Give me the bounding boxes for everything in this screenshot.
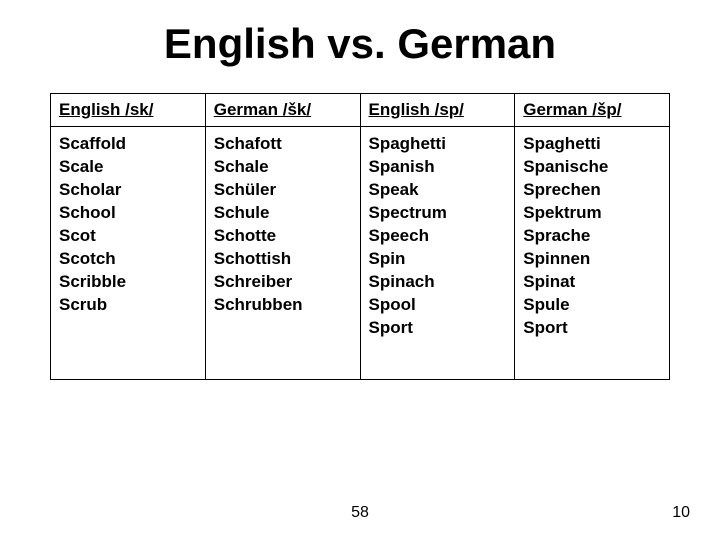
cell-german-sp: SpaghettiSpanischeSprechenSpektrumSprach… — [515, 127, 670, 380]
col-header-english-sp: English /sp/ — [360, 94, 515, 127]
page-number-right: 10 — [672, 504, 690, 522]
comparison-table: English /sk/ German /šk/ English /sp/ Ge… — [50, 93, 670, 380]
col-header-german-sp: German /šp/ — [515, 94, 670, 127]
page-number-center: 58 — [0, 504, 720, 522]
cell-english-sp: SpaghettiSpanishSpeakSpectrumSpeechSpinS… — [360, 127, 515, 380]
cell-german-sk: SchafottSchaleSchülerSchuleSchotteSchott… — [205, 127, 360, 380]
table-header-row: English /sk/ German /šk/ English /sp/ Ge… — [51, 94, 670, 127]
cell-english-sk: ScaffoldScaleScholarSchoolScotScotchScri… — [51, 127, 206, 380]
col-header-english-sk: English /sk/ — [51, 94, 206, 127]
table-row: ScaffoldScaleScholarSchoolScotScotchScri… — [51, 127, 670, 380]
col-header-german-sk: German /šk/ — [205, 94, 360, 127]
page-title: English vs. German — [50, 20, 670, 68]
